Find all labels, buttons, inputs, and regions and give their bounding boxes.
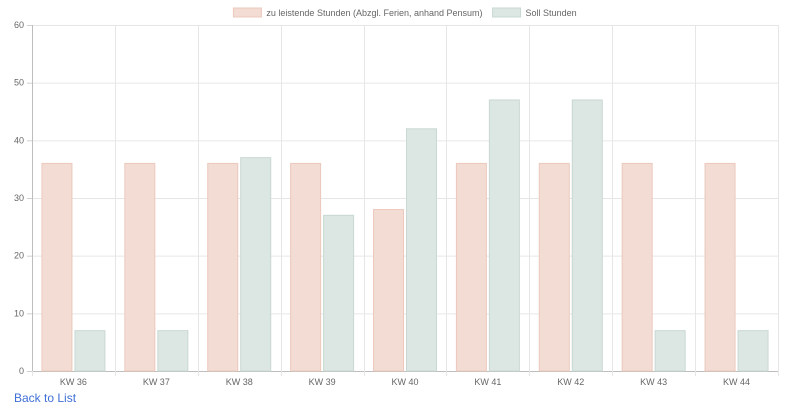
legend[interactable]: zu leistende Stunden (Abzgl. Ferien, anh… xyxy=(232,7,577,18)
x-tick-label: KW 39 xyxy=(309,377,336,387)
grid-lines xyxy=(32,25,779,376)
bar-zu-leistende-kw-39 xyxy=(290,162,322,372)
bar-zu-leistende-kw-42 xyxy=(538,162,570,372)
bar-soll-kw-37 xyxy=(157,330,189,372)
bar-zu-leistende-kw-37 xyxy=(124,162,156,372)
bar-zu-leistende-kw-36 xyxy=(41,162,73,372)
bar-soll-kw-40 xyxy=(406,128,437,372)
bar-zu-leistende-kw-44 xyxy=(704,162,736,372)
x-tick-label: KW 41 xyxy=(474,377,501,387)
bar-soll-kw-43 xyxy=(654,330,686,372)
bar-soll-kw-44 xyxy=(737,330,769,372)
y-tick-label: 40 xyxy=(14,135,24,145)
bar-soll-kw-39 xyxy=(323,214,355,372)
legend-swatch[interactable] xyxy=(492,7,522,18)
x-tick-label: KW 37 xyxy=(143,377,170,387)
legend-label[interactable]: zu leistende Stunden (Abzgl. Ferien, anh… xyxy=(266,8,482,18)
bar-zu-leistende-kw-43 xyxy=(621,162,653,372)
x-tick-label: KW 40 xyxy=(391,377,418,387)
bar-soll-kw-42 xyxy=(571,99,603,372)
x-tick-label: KW 43 xyxy=(640,377,667,387)
x-tick-label: KW 44 xyxy=(723,377,750,387)
bar-zu-leistende-kw-38 xyxy=(207,162,239,372)
y-tick-label: 0 xyxy=(19,366,24,376)
bar-zu-leistende-kw-40 xyxy=(373,209,404,372)
y-tick-label: 50 xyxy=(14,78,24,88)
axes: 0 10 20 30 40 50 60 KW 36 KW 37 KW 38 KW 39 KW 40 KW… xyxy=(14,20,750,387)
bar-soll-kw-36 xyxy=(74,330,106,372)
bar-chart: 0 10 20 30 40 50 60 KW 36 KW 37 KW 38 KW 39 KW 40 KW… xyxy=(14,7,779,387)
x-tick-label: KW 36 xyxy=(60,377,87,387)
bar-soll-kw-38 xyxy=(240,157,272,372)
bar-soll-kw-41 xyxy=(488,99,520,372)
bars xyxy=(41,99,769,372)
legend-swatch[interactable] xyxy=(232,7,262,18)
x-tick-label: KW 42 xyxy=(557,377,584,387)
y-tick-label: 30 xyxy=(14,193,24,203)
y-tick-label: 20 xyxy=(14,251,24,261)
legend-label[interactable]: Soll Stunden xyxy=(526,8,577,18)
y-tick-label: 10 xyxy=(14,308,24,318)
bar-zu-leistende-kw-41 xyxy=(455,162,487,372)
y-tick-label: 60 xyxy=(14,20,24,30)
x-tick-label: KW 38 xyxy=(226,377,253,387)
back-to-list-link[interactable]: Back to List xyxy=(14,391,77,405)
